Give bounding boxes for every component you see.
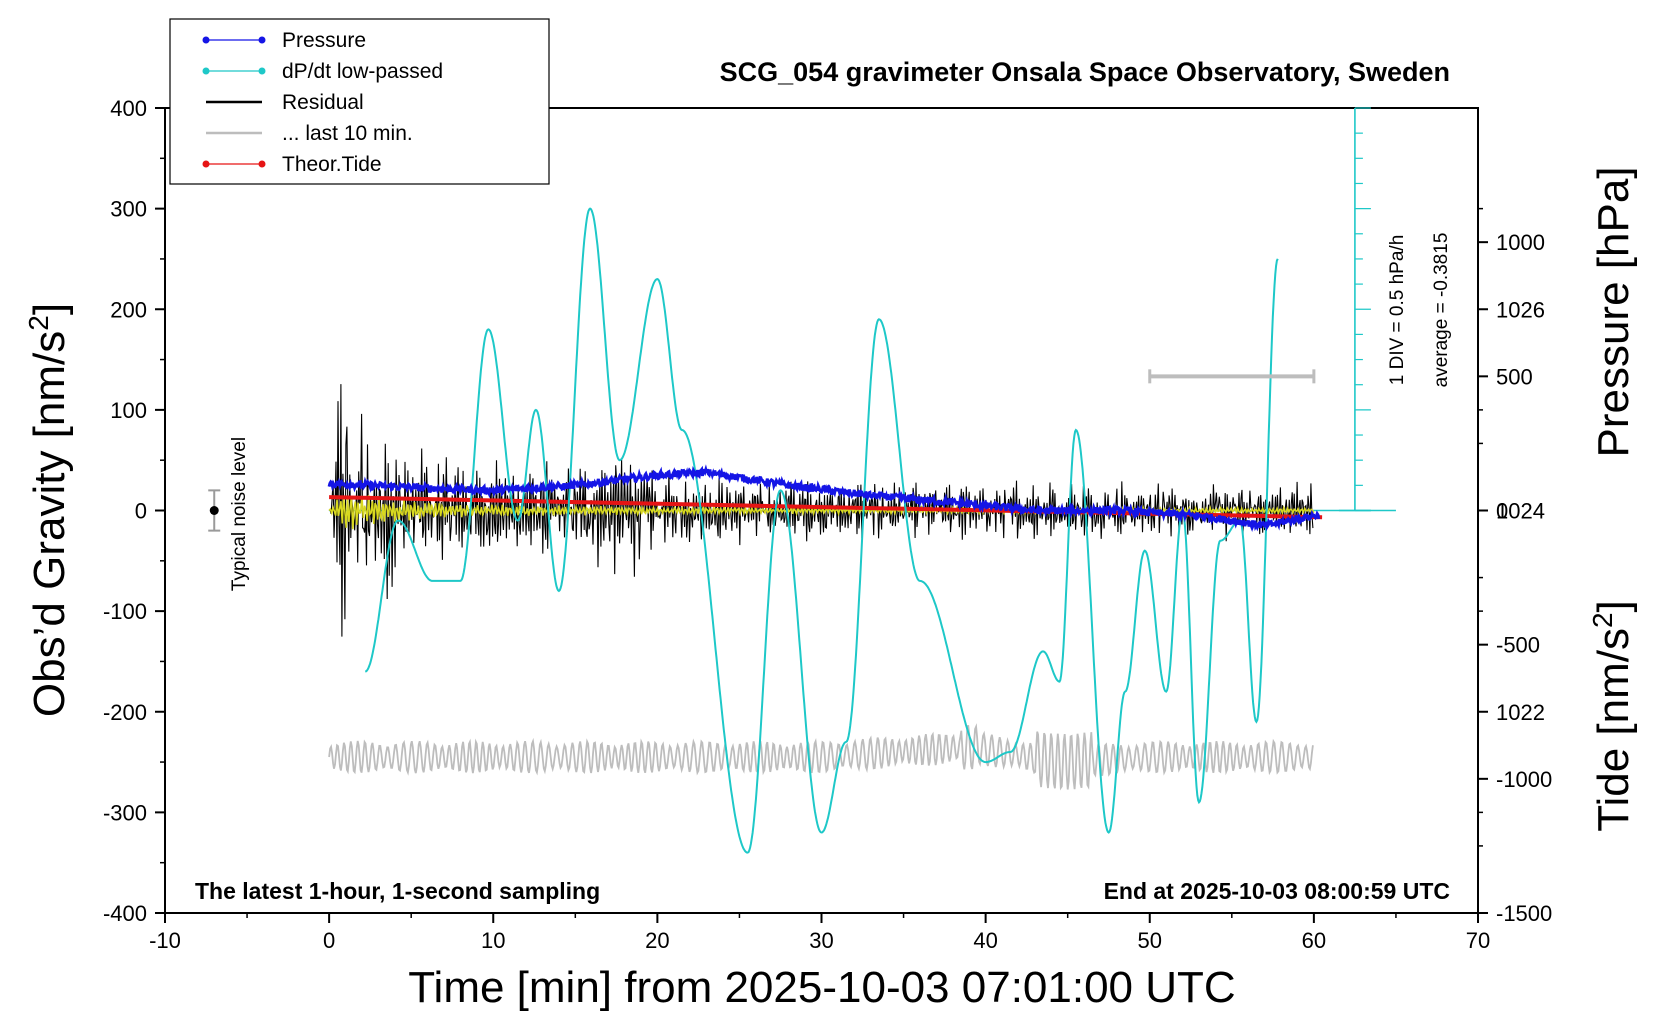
legend-box	[169, 18, 550, 185]
y-axis-title-tide-sup: 2	[1587, 612, 1618, 628]
pressure-tick-label-0: 1022	[1496, 700, 1545, 725]
pressure-tick-label-1: 1024	[1496, 499, 1545, 524]
x-tick-label-7: 60	[1302, 928, 1326, 953]
y-axis-title-left-sup: 2	[23, 315, 54, 331]
x-tick-label-8: 70	[1466, 928, 1490, 953]
y-tick-label-3: -100	[103, 599, 147, 624]
y-tick-label-7: 300	[110, 197, 147, 222]
series-layer	[327, 207, 1396, 854]
legend: Pressure dP/dt low-passed Residual ... last…	[169, 18, 550, 185]
dpdt-average-label: average = -0.3815	[1431, 233, 1452, 388]
y-tick-label-8: 400	[110, 96, 147, 121]
tide-tick-label-1: -1000	[1496, 767, 1552, 792]
y-axis-title-tide: Tide [nm/s2]	[1587, 600, 1638, 832]
legend-label-3: ... last 10 min.	[282, 122, 413, 145]
x-axis-title: Time [min] from 2025-10-03 07:01:00 UTC	[408, 963, 1235, 1012]
x-tick-label-1: 0	[323, 928, 335, 953]
y-axis-title-left-end: ]	[25, 303, 74, 315]
y-tick-label-1: -300	[103, 800, 147, 825]
legend-marker-right-1	[258, 67, 266, 75]
series-pressure-line	[327, 464, 1321, 533]
y-axis-title-pressure: Pressure [hPa]	[1589, 166, 1638, 457]
legend-label-0: Pressure	[282, 29, 366, 52]
y-tick-label-2: -200	[103, 700, 147, 725]
y-tick-label-6: 200	[110, 297, 147, 322]
legend-marker-left-4	[202, 160, 210, 168]
legend-marker-right-0	[258, 36, 266, 44]
y-axis-title-tide-main: Tide [nm/s	[1589, 628, 1638, 832]
tide-tick-label-5: 1000	[1496, 230, 1545, 255]
subtitle-right: End at 2025-10-03 08:00:59 UTC	[1104, 878, 1450, 904]
chart-title: SCG_054 gravimeter Onsala Space Observat…	[720, 57, 1450, 87]
legend-marker-right-4	[258, 160, 266, 168]
y-tick-label-4: 0	[135, 499, 147, 524]
tide-tick-label-3: 0	[1496, 499, 1508, 524]
y-tick-label-5: 100	[110, 398, 147, 423]
legend-label-4: Theor.Tide	[282, 153, 382, 176]
x-tick-label-2: 10	[481, 928, 505, 953]
legend-label-2: Residual	[282, 91, 364, 114]
x-tick-label-6: 50	[1138, 928, 1162, 953]
legend-marker-left-1	[202, 67, 210, 75]
x-tick-label-5: 40	[973, 928, 997, 953]
noise-point	[209, 506, 219, 515]
x-tick-label-4: 30	[809, 928, 833, 953]
y-axis-title-left: Obs’d Gravity [nm/s2]	[23, 303, 74, 717]
y-tick-label-0: -400	[103, 901, 147, 926]
noise-label: Typical noise level	[229, 437, 250, 591]
series-dpdt-line	[364, 207, 1279, 854]
x-tick-label-3: 20	[645, 928, 669, 953]
legend-marker-left-0	[202, 36, 210, 44]
pressure-tick-label-2: 1026	[1496, 297, 1545, 322]
x-tick-label-0: -10	[149, 928, 181, 953]
dpdt-scale-label: 1 DIV = 0.5 hPa/h	[1387, 235, 1408, 386]
tide-tick-label-0: -1500	[1496, 901, 1552, 926]
y-axis-title-tide-end: ]	[1589, 600, 1638, 612]
axes-layer: -10 0 10 20 30 40 50 60 70-400-300-200-100010020…	[103, 96, 1552, 953]
legend-label-1: dP/dt low-passed	[282, 60, 443, 83]
subtitle-left: The latest 1-hour, 1-second sampling	[195, 878, 600, 904]
series-last10-line	[328, 723, 1314, 791]
tide-tick-label-2: -500	[1496, 633, 1540, 658]
y-axis-title-left-main: Obs’d Gravity [nm/s	[25, 331, 74, 717]
tide-tick-label-4: 500	[1496, 364, 1533, 389]
